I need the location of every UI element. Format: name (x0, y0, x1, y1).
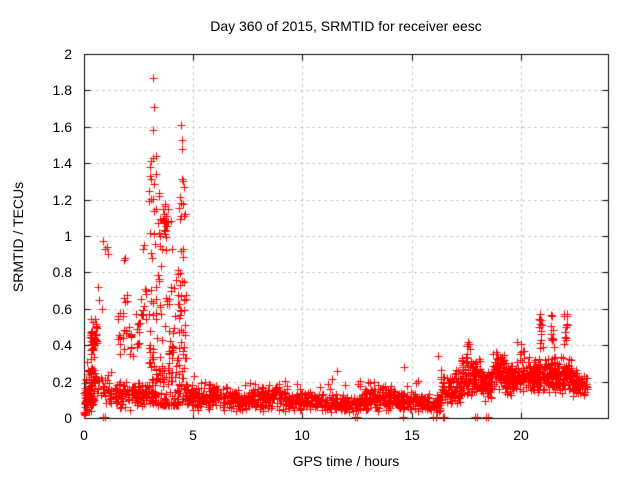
y-tick-label: 1.6 (52, 119, 72, 135)
y-tick-label: 1.4 (52, 155, 72, 171)
chart-title: Day 360 of 2015, SRMTID for receiver ees… (210, 18, 482, 34)
y-tick-label: 2 (64, 46, 72, 62)
y-tick-label: 1 (64, 228, 72, 244)
y-tick-label: 0.8 (52, 264, 72, 280)
y-tick-label: 0.4 (52, 337, 72, 353)
x-tick-label: 0 (80, 427, 88, 443)
y-tick-label: 1.8 (52, 82, 72, 98)
x-tick-label: 5 (189, 427, 197, 443)
y-tick-label: 0.6 (52, 301, 72, 317)
x-tick-label: 10 (294, 427, 310, 443)
y-tick-label: 1.2 (52, 192, 72, 208)
x-tick-label: 15 (404, 427, 420, 443)
y-tick-label: 0.2 (52, 374, 72, 390)
x-axis-label: GPS time / hours (292, 453, 400, 469)
y-tick-label: 0 (64, 410, 72, 426)
x-tick-label: 20 (513, 427, 529, 443)
